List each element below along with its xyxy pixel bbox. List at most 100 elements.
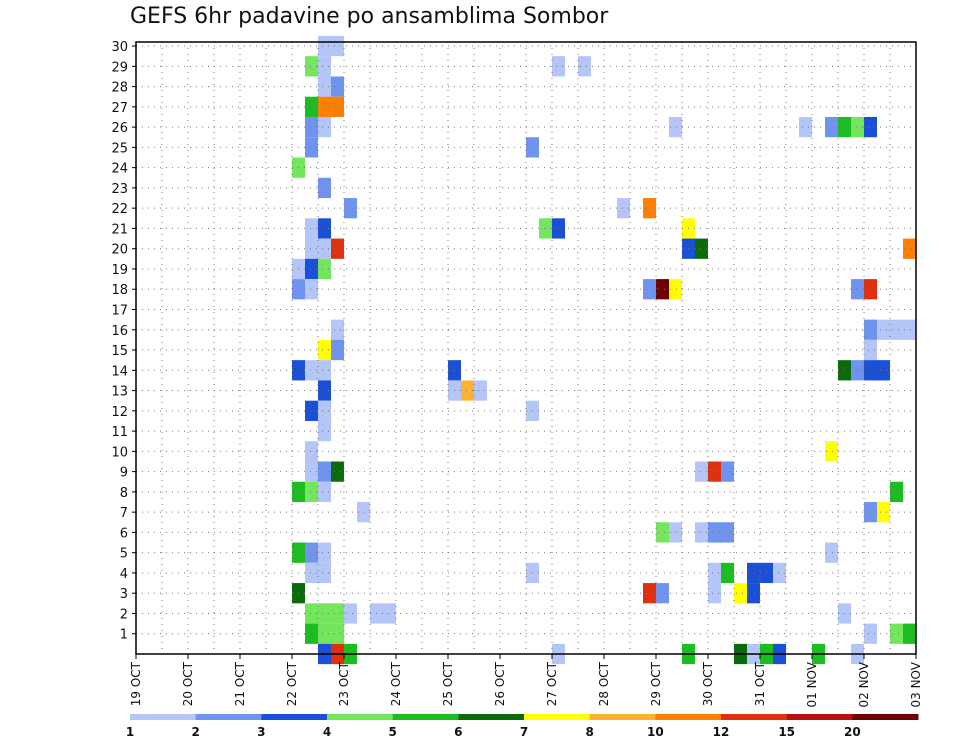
legend-swatch: [261, 714, 328, 720]
heatmap-cell: [669, 279, 682, 300]
heatmap-cell: [708, 583, 721, 604]
heatmap-cell: [864, 339, 877, 361]
heatmap-cell: [734, 583, 747, 604]
heatmap-cell: [695, 238, 708, 259]
heatmap-cell: [890, 481, 903, 503]
heatmap-cell: [318, 360, 331, 381]
x-tick-label: 31 OCT: [753, 661, 767, 706]
y-tick-label: 23: [111, 182, 128, 197]
heatmap-cell: [825, 542, 838, 563]
heatmap-cell: [552, 218, 565, 239]
legend-label: 5: [388, 725, 396, 739]
legend-swatch: [458, 714, 525, 720]
heatmap-cell: [318, 218, 331, 239]
y-axis-ticks: 1234567891011121314151617181920212223242…: [111, 40, 136, 643]
y-tick-label: 4: [120, 567, 128, 582]
heatmap-cell: [825, 441, 838, 462]
heatmap-cell: [344, 603, 357, 624]
heatmap-cell: [851, 360, 864, 381]
heatmap-cell: [383, 603, 396, 624]
heatmap-cell: [539, 218, 552, 239]
heatmap-cell: [851, 279, 864, 300]
heatmap-cell: [305, 441, 318, 462]
heatmap-cell: [903, 238, 916, 259]
heatmap-cell: [305, 116, 318, 138]
legend-label: 1: [126, 725, 134, 739]
legend-label: 20: [844, 725, 861, 739]
heatmap-cell: [318, 339, 331, 361]
legend-swatch: [327, 714, 394, 720]
y-tick-label: 7: [120, 506, 128, 521]
heatmap-cell: [318, 96, 331, 117]
y-tick-label: 30: [111, 40, 128, 55]
legend-swatch: [852, 714, 919, 720]
legend-swatch: [589, 714, 656, 720]
legend-label: 3: [257, 725, 265, 739]
heatmap-cell: [721, 461, 734, 482]
heatmap-cell: [318, 258, 331, 280]
heatmap-cell: [864, 319, 877, 340]
grid-lines: [136, 42, 916, 654]
heatmap-cell: [708, 522, 721, 543]
y-tick-label: 3: [120, 587, 128, 602]
heatmap-cell: [305, 56, 318, 77]
heatmap-cell: [331, 339, 344, 361]
heatmap-cell: [708, 562, 721, 584]
x-tick-label: 29 OCT: [649, 661, 663, 706]
heatmap-cell: [318, 542, 331, 563]
heatmap-cell: [305, 400, 318, 421]
heatmap-cell: [318, 177, 331, 199]
y-tick-label: 8: [120, 486, 128, 501]
legend-swatch: [786, 714, 853, 720]
heatmap-cell: [318, 562, 331, 584]
y-tick-label: 28: [111, 81, 128, 96]
heatmap-cell: [331, 35, 344, 57]
heatmap-cell: [877, 360, 890, 381]
legend-swatch: [195, 714, 262, 720]
heatmap-cell: [747, 583, 760, 604]
y-tick-label: 6: [120, 526, 128, 541]
color-legend: 1 2 3 4 5 6 7 8 10 12 15 20: [126, 714, 919, 739]
x-tick-label: 28 OCT: [597, 661, 611, 706]
y-tick-label: 17: [111, 303, 128, 318]
y-tick-label: 16: [111, 324, 128, 339]
heatmap-cell: [669, 522, 682, 543]
heatmap-cell: [656, 583, 669, 604]
y-tick-label: 14: [111, 364, 128, 379]
x-tick-label: 30 OCT: [701, 661, 715, 706]
heatmap-cell: [552, 56, 565, 77]
heatmap-cell: [474, 380, 487, 401]
y-tick-label: 5: [120, 547, 128, 562]
x-tick-label: 03 NOV: [909, 661, 923, 707]
y-tick-label: 27: [111, 101, 128, 116]
heatmap-cell: [825, 116, 838, 138]
y-tick-label: 9: [120, 466, 128, 481]
heatmap-cell: [318, 461, 331, 482]
x-tick-label: 21 OCT: [233, 661, 247, 706]
heatmap-cell: [305, 461, 318, 482]
heatmap-cell: [721, 522, 734, 543]
heatmap-cell: [305, 603, 318, 624]
heatmap-cell: [890, 319, 903, 340]
y-tick-label: 25: [111, 141, 128, 156]
heatmap-cell: [305, 279, 318, 300]
heatmap-cell: [305, 238, 318, 259]
heatmap-cell: [357, 502, 370, 523]
y-tick-label: 11: [111, 425, 128, 440]
y-tick-label: 29: [111, 60, 128, 75]
heatmap-cell: [318, 238, 331, 259]
heatmap-cell: [305, 481, 318, 503]
heatmap-cell: [461, 380, 474, 401]
heatmap-cell: [318, 380, 331, 401]
legend-label: 8: [585, 725, 593, 739]
heatmap-cell: [864, 502, 877, 523]
heatmap-cell: [305, 218, 318, 239]
heatmap-cell: [669, 116, 682, 138]
heatmap-cell: [331, 319, 344, 340]
heatmap-cell: [318, 116, 331, 138]
heatmap-cell: [331, 96, 344, 117]
heatmap-cell: [903, 319, 916, 340]
heatmap-cell: [773, 562, 786, 584]
legend-label: 7: [520, 725, 528, 739]
heatmap-cell: [877, 502, 890, 523]
